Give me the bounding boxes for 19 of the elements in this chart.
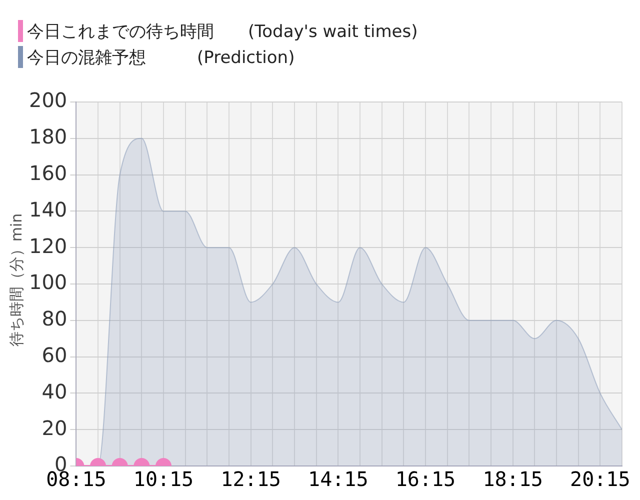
y-tick-label: 80 [42,306,68,331]
x-tick-label: 10:15 [133,467,194,492]
y-tick-label: 140 [28,197,68,222]
y-tick-label: 120 [28,234,68,258]
y-tick-label: 60 [42,343,68,368]
legend-label: 今日の混雑予想 (Prediction) [27,46,295,68]
y-tick-label: 200 [28,88,68,112]
y-tick-label: 180 [28,124,68,149]
x-tick-label: 20:15 [570,467,630,492]
x-tick-label: 14:15 [308,467,368,492]
legend-label: 今日これまでの待ち時間 (Today's wait times) [27,20,418,42]
y-tick-label: 20 [42,416,68,440]
y-tick-label: 100 [28,270,68,294]
y-tick-label: 40 [42,379,68,404]
y-axis-title: 待ち時間（分）min [8,213,26,347]
x-tick-label: 16:15 [395,467,456,492]
x-tick-label: 12:15 [220,467,281,492]
y-tick-label: 160 [28,161,68,186]
x-tick-label: 18:15 [482,467,543,492]
